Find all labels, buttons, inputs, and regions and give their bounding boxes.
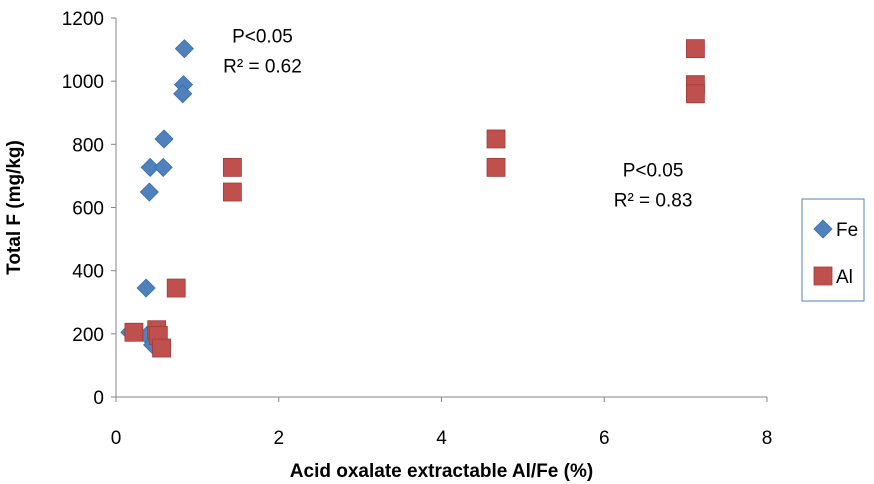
x-tick-label: 2: [273, 428, 284, 449]
annotation-pvalue: P<0.05: [232, 26, 293, 47]
data-point-al: [486, 129, 506, 149]
y-tick-label: 200: [72, 325, 104, 346]
y-tick-label: 600: [72, 199, 104, 220]
legend-item-fe: Fe: [813, 219, 858, 241]
data-points: [120, 39, 705, 358]
data-point-fe: [154, 129, 174, 149]
annotation-r-squared: R² = 0.83: [614, 191, 693, 212]
annotation-pvalue: P<0.05: [623, 161, 684, 182]
legend-label: Al: [836, 267, 853, 288]
data-point-fe: [136, 278, 156, 298]
y-axis-title: Total F (mg/kg): [4, 140, 25, 275]
data-point-al: [222, 182, 242, 202]
data-point-fe: [139, 182, 159, 202]
data-point-fe: [153, 157, 173, 177]
annotations: P<0.05 R² = 0.62 P<0.05 R² = 0.83: [223, 26, 692, 211]
x-tick-label: 0: [111, 428, 122, 449]
tick-labels: 0 200 400 600 800 1000 1200 0 2 4 6 8: [62, 9, 773, 449]
annotation-stat-block: P<0.05 R² = 0.62: [223, 26, 302, 77]
legend-label: Fe: [836, 220, 858, 241]
data-point-fe: [140, 157, 160, 177]
data-point-fe: [174, 39, 194, 59]
series-fe: [120, 39, 194, 355]
annotation-r-squared: R² = 0.62: [223, 56, 302, 77]
y-tick-label: 800: [72, 135, 104, 156]
legend-marker-al: [813, 266, 833, 286]
data-point-al: [222, 157, 242, 177]
data-point-fe: [173, 84, 193, 104]
x-tick-label: 8: [762, 428, 773, 449]
y-tick-label: 1200: [62, 9, 104, 30]
series-al: [124, 39, 705, 358]
data-point-al: [152, 338, 171, 358]
legend: Fe Al: [801, 198, 865, 302]
data-point-al: [486, 157, 506, 177]
legend-item-al: Al: [813, 266, 853, 288]
x-tick-label: 4: [436, 428, 447, 449]
legend-marker-fe: [813, 219, 833, 239]
data-point-al: [685, 39, 705, 59]
legend-box: [801, 198, 865, 302]
data-point-al: [685, 84, 705, 104]
y-tick-label: 400: [72, 262, 104, 283]
data-point-al: [124, 322, 144, 342]
annotation-stat-block: P<0.05 R² = 0.83: [614, 161, 693, 212]
y-tick-label: 0: [93, 388, 104, 409]
data-point-al: [166, 278, 186, 298]
y-tick-label: 1000: [62, 72, 104, 93]
axes: [111, 17, 768, 402]
x-tick-label: 6: [599, 428, 610, 449]
x-axis-title: Acid oxalate extractable Al/Fe (%): [290, 461, 593, 482]
